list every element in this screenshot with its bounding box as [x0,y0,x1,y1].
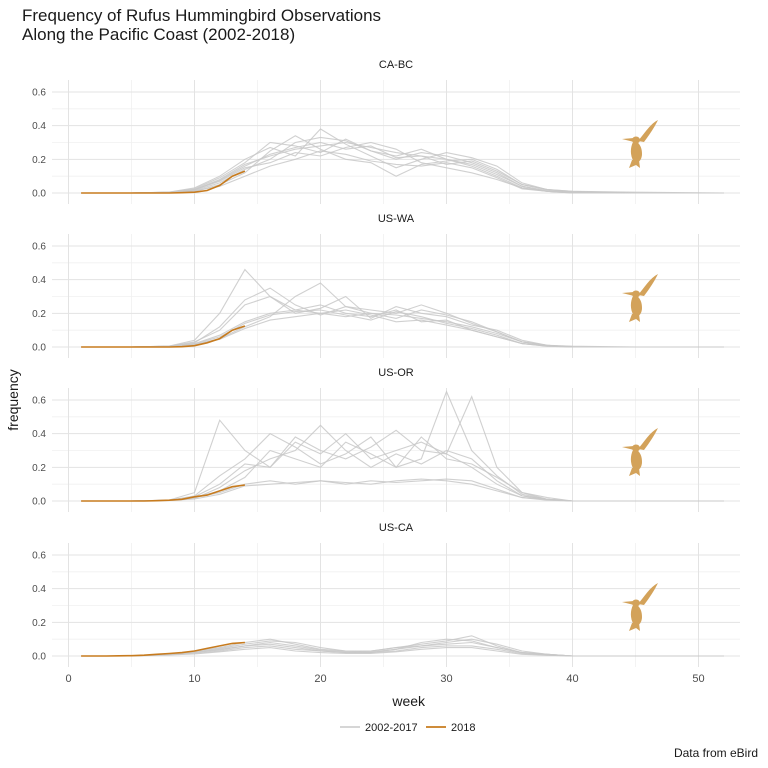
panel-strip-label: US-OR [378,367,414,379]
hummingbird-body [630,295,642,317]
y-tick-label: 0.0 [32,189,46,200]
hummingbird-tail [629,160,640,168]
series-line-2018 [81,641,245,657]
hummingbird-body [630,604,642,626]
y-tick-label: 0.6 [32,242,46,253]
series-line-2002-2017 [81,429,724,502]
hummingbird-wing [638,274,658,296]
panel-us-wa: US-WA 0.0 0.2 0.4 0.6 [32,213,740,358]
y-tick-label: 0.2 [32,309,46,320]
hummingbird-icon [622,583,658,631]
x-axis-title: week [391,693,426,709]
hummingbird-tail [629,314,640,322]
y-tick-label: 0.6 [32,88,46,99]
series-line-2002-2017 [81,390,724,502]
chart-title-line-2: Along the Pacific Coast (2002-2018) [22,25,296,44]
hummingbird-icon [622,274,658,322]
y-tick-label: 0.6 [32,396,46,407]
y-tick-label: 0.0 [32,652,46,663]
x-tick-label: 0 [65,673,71,685]
panel-ca-bc: CA-BC 0.0 0.2 0.4 0.6 [32,59,740,204]
series-line-2018 [81,325,246,348]
y-tick-label: 0.6 [32,551,46,562]
x-tick-label: 20 [314,673,326,685]
y-tick-label: 0.0 [32,343,46,354]
hummingbird-body [630,449,642,471]
series-line-2002-2017 [81,424,724,502]
panel-strip-label: US-WA [378,213,415,225]
x-tick-label: 30 [440,673,452,685]
x-tick-label: 40 [566,673,578,685]
hummingbird-icon [622,428,658,476]
y-tick-label: 0.4 [32,429,46,440]
series-line-2002-2017 [81,150,724,194]
series-line-2002-2017 [81,478,724,502]
panel-us-or: US-OR 0.0 0.2 0.4 0.6 [32,367,740,512]
panel-us-ca: US-CA 0.0 0.2 0.4 0.6 [32,522,740,667]
y-axis-title: frequency [5,369,21,430]
panel-strip-label: CA-BC [379,59,413,71]
series-line-2002-2017 [81,647,724,657]
series-line-2002-2017 [81,309,724,348]
series-line-2002-2017 [81,395,724,502]
x-tick-label: 10 [188,673,200,685]
panel-strip-label: US-CA [379,522,414,534]
y-tick-label: 0.2 [32,463,46,474]
series-line-2002-2017 [81,141,724,194]
y-tick-label: 0.4 [32,121,46,132]
hummingbird-wing [638,120,658,142]
series-line-2018 [81,170,246,194]
chart-caption: Data from eBird [673,746,758,760]
hummingbird-wing [638,428,658,450]
chart-title-line-1: Frequency of Rufus Hummingbird Observati… [22,6,382,25]
series-line-2002-2017 [81,128,724,194]
y-tick-label: 0.2 [32,618,46,629]
hummingbird-tail [629,468,640,476]
y-tick-label: 0.2 [32,155,46,166]
hummingbird-tail [629,623,640,631]
series-line-2002-2017 [81,287,724,348]
legend-label: 2018 [451,722,475,734]
hummingbird-body [630,141,642,163]
x-tick-label: 50 [692,673,704,685]
y-tick-label: 0.0 [32,497,46,508]
series-line-2002-2017 [81,141,724,194]
hummingbird-icon [622,120,658,168]
series-line-2002-2017 [81,638,724,657]
series-line-2018 [81,484,246,502]
legend-label: 2002-2017 [365,722,418,734]
y-tick-label: 0.4 [32,275,46,286]
hummingbird-wing [638,583,658,605]
series-line-2002-2017 [81,141,724,194]
y-tick-label: 0.4 [32,584,46,595]
series-line-2002-2017 [81,138,724,194]
